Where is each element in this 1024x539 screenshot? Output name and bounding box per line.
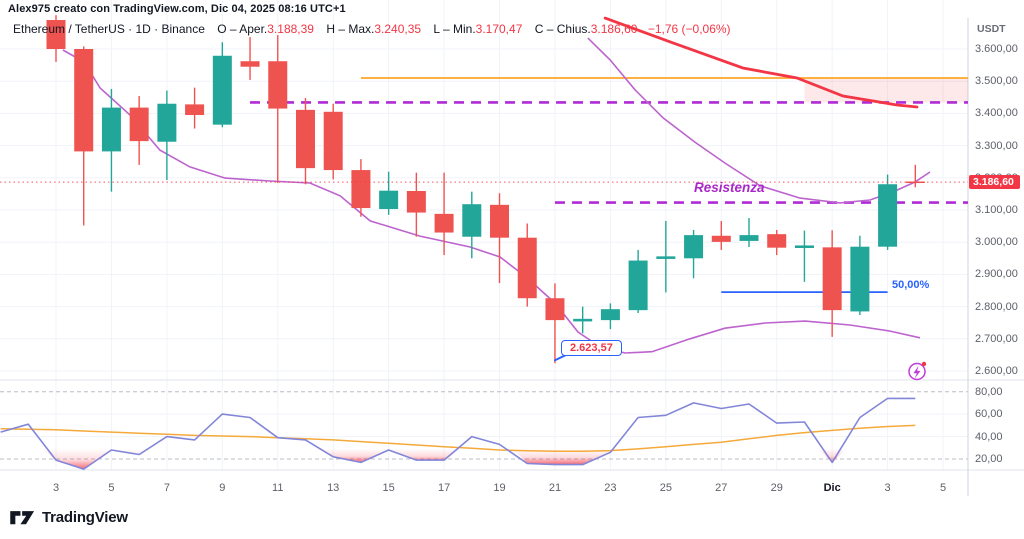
price-tick-label[interactable]: 2.900,00: [975, 268, 1018, 281]
time-tick-label[interactable]: 15: [382, 482, 395, 494]
time-tick-label[interactable]: 5: [939, 482, 947, 494]
red-trendline[interactable]: [603, 16, 919, 109]
time-tick-label[interactable]: Dic: [823, 482, 841, 494]
time-tick-label[interactable]: 13: [327, 482, 340, 494]
candle-body: [212, 55, 232, 125]
time-tick-label[interactable]: 23: [604, 482, 617, 494]
oversold-glow: [513, 448, 625, 465]
candle-body: [490, 204, 510, 238]
price-tick-label[interactable]: 2.700,00: [975, 332, 1018, 345]
price-tick-label[interactable]: 3.100,00: [975, 204, 1018, 216]
low-value: 3.170,47: [475, 22, 523, 36]
candle-body: [129, 107, 149, 142]
close-value: 3.186,60: [590, 22, 638, 36]
time-tick-label[interactable]: 25: [659, 482, 672, 494]
price-axis-currency[interactable]: USDT: [977, 23, 1006, 35]
price-tick-label[interactable]: 3.300,00: [975, 139, 1018, 152]
symbol-legend[interactable]: Ethereum / TetherUS · 1D · Binance O – A…: [13, 22, 731, 36]
brand-name: TradingView: [42, 509, 128, 526]
candle-body: [46, 20, 66, 49]
last-price-tag: 3.186,60: [969, 175, 1020, 189]
candle-body: [850, 246, 870, 312]
oversold-glow: [818, 448, 847, 463]
time-tick-label[interactable]: 19: [493, 482, 506, 494]
candle-body: [240, 61, 260, 67]
candle-body: [295, 109, 315, 169]
high-value: 3.240,35: [374, 22, 422, 36]
candle-body: [739, 235, 759, 241]
time-tick-label[interactable]: 3: [884, 482, 891, 494]
time-tick-label[interactable]: 7: [163, 482, 170, 494]
indicator-tick-label[interactable]: 40,00: [975, 430, 1003, 443]
time-tick-label[interactable]: 17: [437, 482, 451, 494]
indicator-tick-label[interactable]: 20,00: [975, 453, 1003, 465]
candle-body: [379, 190, 399, 210]
open-value: 3.188,39: [267, 22, 314, 36]
candle-body: [656, 256, 676, 259]
candle-body: [101, 107, 121, 152]
candle-body: [684, 235, 704, 259]
candle-body: [767, 234, 787, 248]
tradingview-brand[interactable]: TradingView: [10, 509, 128, 526]
close-label: C – Chius.: [534, 22, 591, 36]
candle-body: [351, 170, 371, 209]
candle-body: [822, 247, 842, 311]
page-title: Alex975 creato con TradingView.com, Dic …: [8, 3, 346, 15]
candle-body: [545, 298, 565, 321]
change-value: −1,76 (−0,06%): [647, 22, 731, 36]
low-label: L – Min.: [433, 22, 476, 36]
candle-body: [434, 213, 454, 233]
indicator-tick-label[interactable]: 60,00: [975, 408, 1003, 421]
candle-body: [573, 318, 593, 322]
price-tick-label[interactable]: 3.600,00: [975, 43, 1018, 55]
grid: [0, 0, 968, 470]
time-tick-label[interactable]: 27: [715, 482, 728, 494]
flash-events-icon[interactable]: [908, 361, 927, 381]
resistance-annotation[interactable]: Resistenza: [694, 180, 765, 195]
candle-body: [600, 309, 620, 321]
time-tick-label[interactable]: 3: [52, 482, 60, 494]
bollinger-lower-band[interactable]: [62, 49, 921, 354]
time-tick-label[interactable]: 21: [548, 482, 562, 494]
time-tick-label[interactable]: 9: [219, 482, 226, 494]
candle-body: [517, 237, 537, 299]
time-tick-label[interactable]: 5: [108, 482, 115, 494]
chart-canvas[interactable]: [0, 0, 1024, 500]
candle-body: [74, 49, 94, 152]
candle-body: [406, 191, 426, 213]
tradingview-logo-icon: [10, 511, 35, 525]
high-label: H – Max.: [326, 22, 375, 36]
fib-50-label[interactable]: 50,00%: [892, 279, 930, 291]
time-tick-label[interactable]: 29: [770, 482, 783, 494]
candle-body: [462, 204, 482, 237]
candle-body: [794, 245, 814, 248]
candle-body: [268, 61, 288, 109]
indicator-tick-label[interactable]: 80,00: [975, 385, 1003, 398]
candle-body: [628, 260, 648, 311]
oscillator-line[interactable]: [0, 397, 916, 470]
candle-body: [157, 103, 177, 142]
price-callout[interactable]: 2.623,57: [561, 340, 622, 356]
symbol-name[interactable]: Ethereum / TetherUS · 1D · Binance: [13, 22, 205, 36]
candle-body: [323, 111, 343, 171]
oversold-glow: [319, 448, 459, 463]
open-label: O – Aper.: [217, 22, 268, 36]
price-tick-label[interactable]: 2.800,00: [975, 300, 1018, 313]
candle-body: [185, 104, 205, 116]
price-tick-label[interactable]: 3.400,00: [975, 107, 1018, 120]
candle-body: [878, 184, 898, 247]
candle-body: [711, 235, 731, 242]
candlestick-series[interactable]: [46, 15, 925, 364]
time-tick-label[interactable]: 11: [272, 482, 284, 494]
price-tick-label[interactable]: 3.500,00: [975, 75, 1018, 88]
price-tick-label[interactable]: 2.600,00: [975, 365, 1018, 377]
candle-body: [905, 181, 925, 184]
price-tick-label[interactable]: 3.000,00: [975, 236, 1018, 249]
